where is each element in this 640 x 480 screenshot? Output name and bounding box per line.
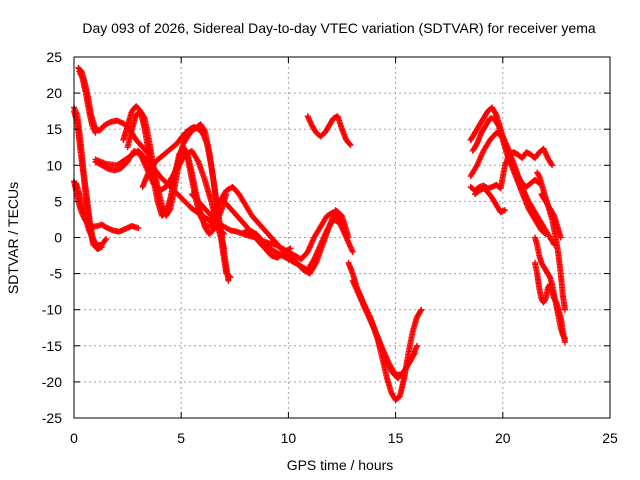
data-series xyxy=(71,64,568,403)
data-point xyxy=(135,225,142,232)
axis-ticks: 0 5 10 15 20 25 -25 -20 -15 -10 -5 0 5 10 15 20 25 xyxy=(42,49,618,446)
series-arc-10 xyxy=(92,147,228,237)
x-tick-label: 15 xyxy=(388,430,404,446)
data-point xyxy=(166,206,173,213)
data-point xyxy=(225,277,232,284)
y-axis-label: SDTVAR / TECUs xyxy=(5,182,21,294)
y-tick-label: -20 xyxy=(42,374,62,390)
y-tick-label: 0 xyxy=(54,230,62,246)
data-point xyxy=(226,273,233,280)
data-point xyxy=(103,235,110,242)
y-tick-label: -10 xyxy=(42,302,62,318)
y-tick-label: 5 xyxy=(54,193,62,209)
data-point xyxy=(102,237,109,244)
x-tick-label: 10 xyxy=(281,430,297,446)
grid-lines xyxy=(74,57,610,418)
series-arc-6 xyxy=(76,68,99,136)
y-tick-label: -25 xyxy=(42,410,62,426)
y-tick-label: 15 xyxy=(46,121,62,137)
data-point xyxy=(141,114,148,121)
y-tick-label: -15 xyxy=(42,338,62,354)
x-tick-label: 0 xyxy=(70,430,78,446)
x-tick-label: 5 xyxy=(177,430,185,446)
data-point xyxy=(200,126,207,133)
x-tick-label: 20 xyxy=(495,430,511,446)
series-arc-17 xyxy=(304,113,354,149)
y-tick-label: 10 xyxy=(46,157,62,173)
chart-title: Day 093 of 2026, Sidereal Day-to-day VTE… xyxy=(82,20,595,36)
series-arc-15 xyxy=(221,198,356,273)
y-tick-label: 20 xyxy=(46,85,62,101)
x-tick-label: 25 xyxy=(602,430,618,446)
data-point xyxy=(561,306,568,313)
data-point xyxy=(92,129,99,136)
series-arc-25 xyxy=(471,185,508,216)
data-point xyxy=(183,153,190,160)
data-point xyxy=(227,274,234,281)
y-tick-label: -5 xyxy=(50,266,63,282)
y-tick-label: 25 xyxy=(46,49,62,65)
x-axis-label: GPS time / hours xyxy=(287,457,394,473)
